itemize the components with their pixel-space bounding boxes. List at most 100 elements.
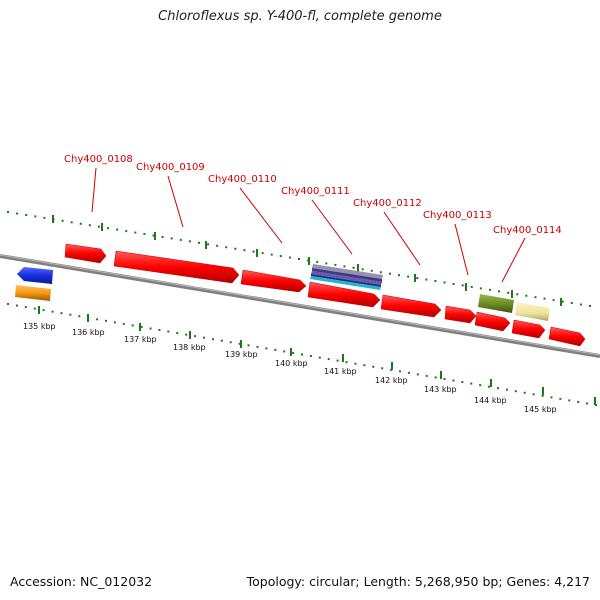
ruler-dot — [316, 260, 319, 263]
ruler-dot — [158, 329, 161, 332]
ruler-dot — [354, 362, 357, 365]
ruler-dot — [361, 268, 364, 271]
ruler-dot — [149, 327, 152, 330]
ruler-dot — [416, 277, 419, 280]
ruler-dot — [586, 402, 589, 405]
ruler-dot — [143, 233, 146, 236]
ruler-dot — [381, 367, 384, 370]
blue-feature[interactable] — [17, 267, 53, 284]
ruler-dot — [379, 271, 382, 274]
ruler-dot — [197, 241, 200, 244]
cds-arrow[interactable] — [113, 250, 240, 284]
ruler-dot — [523, 391, 526, 394]
cds-arrow[interactable] — [511, 319, 546, 339]
ruler-dot — [434, 280, 437, 283]
cds-arrow[interactable] — [307, 281, 381, 308]
olive-feature[interactable] — [478, 294, 514, 313]
ruler-dot — [238, 342, 241, 345]
ruler-dot — [488, 288, 491, 291]
ruler-dot — [16, 212, 19, 215]
ruler-dot — [79, 222, 82, 225]
ruler-dot — [443, 281, 446, 284]
cds-arrow[interactable] — [380, 294, 442, 318]
ruler-dot — [88, 224, 91, 227]
ruler-dot — [288, 256, 291, 259]
ruler-dot — [525, 294, 528, 297]
ruler-dot — [416, 373, 419, 376]
kbp-label: 141 kbp — [324, 367, 357, 376]
ruler-dot — [452, 282, 455, 285]
ruler-dot — [370, 269, 373, 272]
ruler-dot — [507, 291, 510, 294]
cds-arrow[interactable] — [64, 243, 107, 264]
ruler-dot — [113, 321, 116, 324]
ruler-dot — [425, 374, 428, 377]
genome-stats-text: Topology: circular; Length: 5,268,950 bp… — [246, 574, 590, 589]
ruler-dot — [434, 376, 437, 379]
ruler-dot — [532, 393, 535, 396]
ruler-dot — [488, 385, 491, 388]
ruler-dot — [167, 330, 170, 333]
gene-label[interactable]: Chy400_0112 — [353, 198, 422, 209]
ruler-dot — [425, 278, 428, 281]
ruler-dot — [363, 364, 366, 367]
lower-ruler — [7, 303, 597, 406]
ruler-dot — [70, 221, 73, 224]
cds-arrow[interactable] — [444, 305, 477, 324]
gene-leader-line — [167, 175, 184, 228]
ruler-dot — [343, 265, 346, 268]
gene-label[interactable]: Chy400_0108 — [64, 154, 133, 165]
ruler-dot — [247, 344, 250, 347]
gene-label[interactable]: Chy400_0110 — [208, 174, 277, 185]
ruler-dot — [292, 351, 295, 354]
gene-label[interactable]: Chy400_0114 — [493, 225, 562, 236]
gene-leader-line — [239, 187, 283, 244]
ruler-dot — [216, 244, 219, 247]
gene-leader-line — [501, 237, 526, 283]
ruler-dot — [225, 246, 228, 249]
ruler-dot — [7, 211, 9, 213]
orange-feature[interactable] — [15, 285, 51, 301]
accession-text: Accession: NC_012032 — [10, 574, 153, 589]
ruler-dot — [407, 275, 410, 278]
gene-label[interactable]: Chy400_0111 — [281, 186, 350, 197]
ruler-dot — [265, 347, 268, 350]
ruler-dot — [24, 306, 27, 309]
ruler-dot — [194, 335, 197, 338]
ruler-dot — [352, 266, 355, 269]
upper-ruler — [7, 211, 591, 307]
ruler-dot — [399, 370, 401, 373]
ruler-dot — [274, 348, 277, 351]
ruler-dot — [152, 234, 155, 237]
gene-label[interactable]: Chy400_0113 — [423, 210, 492, 221]
stacked-feature[interactable] — [310, 264, 383, 290]
ruler-dot — [309, 355, 312, 358]
gene-label[interactable]: Chy400_0109 — [136, 162, 205, 173]
cds-arrow[interactable] — [548, 326, 586, 347]
ruler-dot — [336, 359, 339, 362]
ruler-dot — [61, 219, 64, 222]
ruler-dot — [559, 397, 562, 400]
cds-arrow[interactable] — [240, 269, 307, 293]
ruler-dot — [534, 296, 537, 299]
ruler-dot — [570, 302, 573, 305]
ruler-dot — [388, 272, 391, 275]
ruler-dot — [579, 303, 582, 306]
genome-backbone-highlight — [0, 254, 600, 356]
ruler-dot — [33, 307, 36, 310]
ruler-dot — [211, 338, 214, 341]
kbp-label: 137 kbp — [124, 335, 157, 344]
ruler-dot — [188, 240, 191, 243]
ruler-dot — [179, 238, 182, 241]
ruler-dot — [105, 319, 107, 322]
ruler-dot — [185, 333, 188, 336]
cds-arrow[interactable] — [474, 311, 511, 332]
kbp-label: 135 kbp — [23, 322, 56, 331]
ruler-dot — [301, 353, 303, 356]
ruler-dot — [550, 396, 553, 399]
ruler-dot — [589, 305, 591, 307]
ruler-dot — [176, 332, 179, 335]
khaki-feature[interactable] — [515, 302, 550, 321]
ruler-dot — [498, 290, 501, 293]
genome-backbone — [0, 254, 600, 358]
